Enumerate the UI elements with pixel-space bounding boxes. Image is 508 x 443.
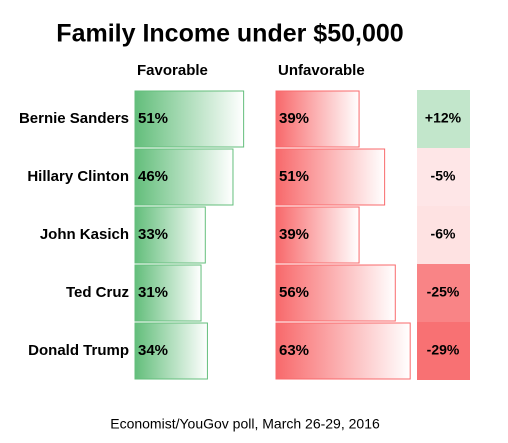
row-label: Bernie Sanders <box>19 110 129 127</box>
net-label: -29% <box>427 342 460 358</box>
bar <box>134 322 208 380</box>
value-label: 51% <box>138 110 168 127</box>
bar <box>134 90 245 148</box>
row-label: John Kasich <box>40 226 129 243</box>
value-label: 33% <box>138 226 168 243</box>
net-cell <box>417 206 470 264</box>
value-label: 63% <box>279 342 309 359</box>
row-label: Donald Trump <box>28 342 129 359</box>
value-label: 56% <box>279 284 309 301</box>
net-cell <box>417 264 470 322</box>
net-label: -6% <box>431 226 456 242</box>
net-label: -25% <box>427 284 460 300</box>
bar <box>134 206 206 264</box>
net-cell <box>417 90 470 148</box>
bar <box>275 206 360 264</box>
net-label: +12% <box>425 110 462 126</box>
legend-label: Favorable <box>137 62 208 79</box>
row-label: Ted Cruz <box>66 284 129 301</box>
bar <box>134 148 234 206</box>
net-label: -5% <box>431 168 456 184</box>
value-label: 39% <box>279 110 309 127</box>
value-label: 51% <box>279 168 309 185</box>
value-label: 46% <box>138 168 168 185</box>
bar <box>134 264 202 322</box>
value-label: 34% <box>138 342 168 359</box>
value-label: 39% <box>279 226 309 243</box>
bar <box>275 264 396 322</box>
value-label: 31% <box>138 284 168 301</box>
bar <box>275 322 411 380</box>
row-label: Hillary Clinton <box>27 168 129 185</box>
source: Economist/YouGov poll, March 26-29, 2016 <box>110 416 380 432</box>
legend-label: Unfavorable <box>278 62 365 79</box>
net-cell <box>417 148 470 206</box>
bar <box>275 90 360 148</box>
bar <box>275 148 386 206</box>
chart-title: Family Income under $50,000 <box>56 20 403 48</box>
net-cell <box>417 322 470 380</box>
